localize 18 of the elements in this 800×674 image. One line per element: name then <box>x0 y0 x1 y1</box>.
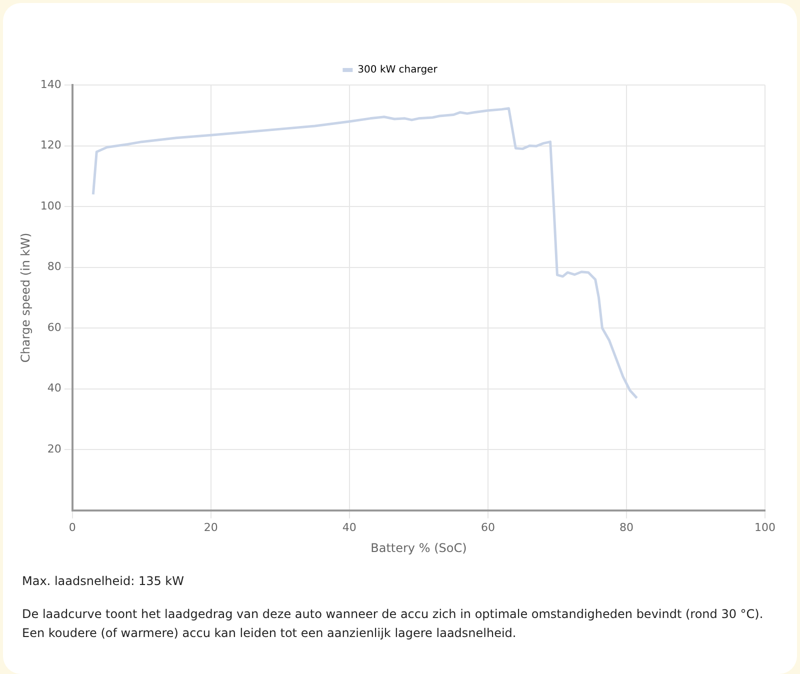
y-axis-title: Charge speed (in kW) <box>18 232 32 363</box>
x-tick-label: 60 <box>480 520 495 534</box>
y-tick-label: 100 <box>40 199 62 212</box>
text: De laadcurve toont het laadgedrag van deze auto wanneer de accu zich in optimale omstandigheden bevindt (rond 30 °C). Een koudere (of warmere) accu kan leiden tot een aanzienlijk lagere laadsnelheid. <box>22 606 764 642</box>
x-tick-label: 80 <box>619 520 634 534</box>
y-tick-label: 40 <box>47 382 62 395</box>
x-tick-label: 20 <box>204 520 218 534</box>
x-tick-label: 40 <box>342 520 356 534</box>
legend-label: 300 kW charger <box>358 64 438 76</box>
x-tick-label: 100 <box>754 520 776 534</box>
y-tick-label: 140 <box>40 78 62 91</box>
y-tick-label: 80 <box>47 260 62 274</box>
x-tick-label: 0 <box>68 520 76 534</box>
y-tick-label: 120 <box>40 138 62 152</box>
x-axis-title: Battery % (SoC) <box>370 540 467 555</box>
text: Max. laadsnelheid: 135 kW <box>22 573 185 590</box>
y-tick-label: 20 <box>47 442 62 456</box>
y-tick-label: 60 <box>47 320 62 334</box>
